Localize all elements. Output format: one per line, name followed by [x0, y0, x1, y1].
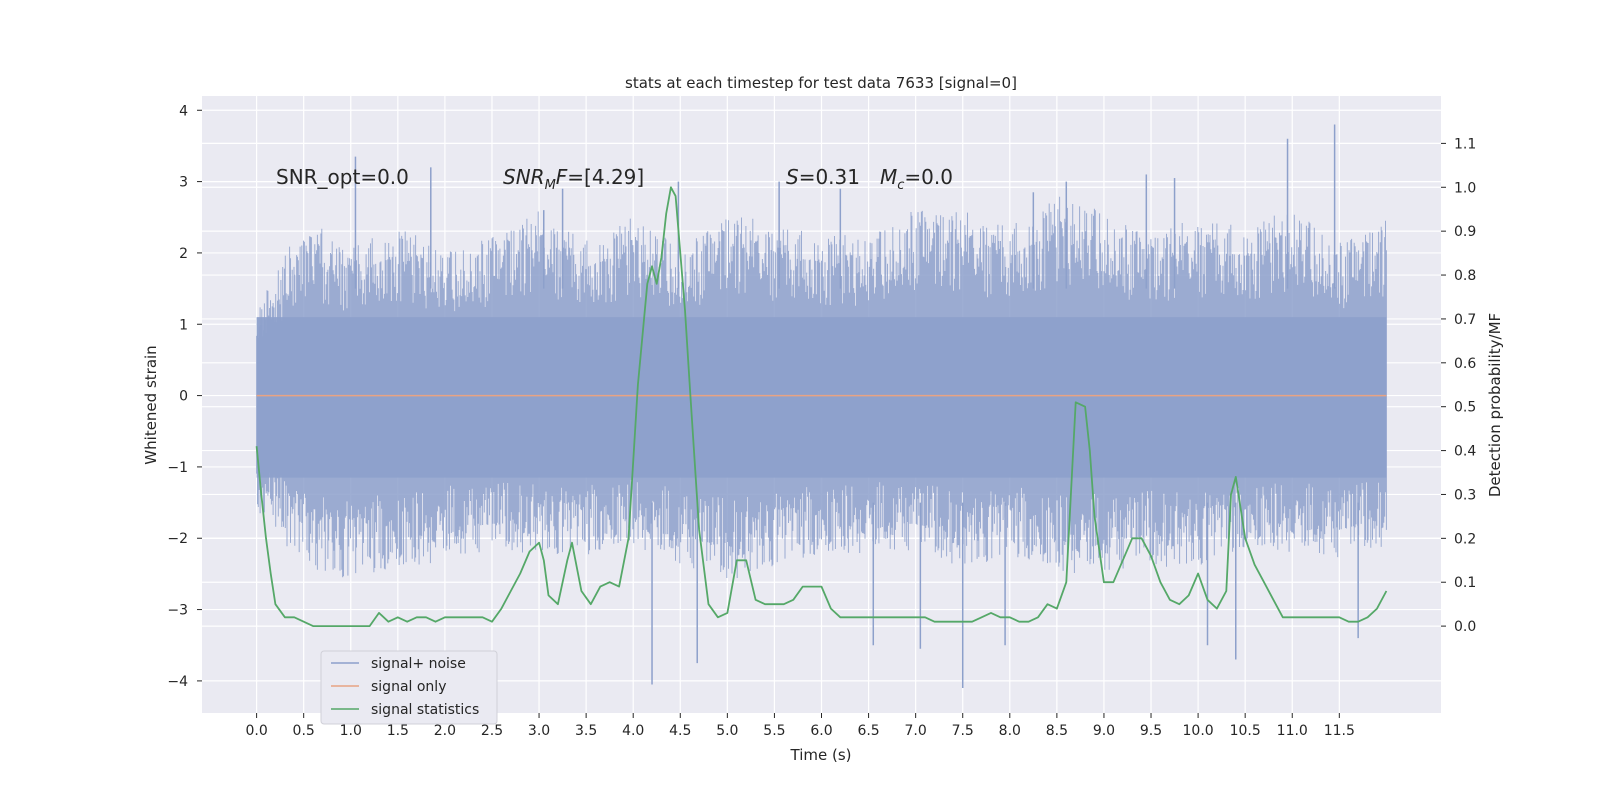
y-tick-label: 4: [179, 103, 188, 119]
y-tick-label: 1: [179, 317, 188, 333]
annotation-snr-mf: SNRMF=[4.29]: [503, 165, 644, 193]
right-y-axis-label: Detection probability/MF: [1486, 313, 1504, 497]
x-tick-label: 4.5: [669, 723, 691, 739]
x-tick-label: 9.5: [1140, 723, 1162, 739]
right-y-tick-label: 0.7: [1454, 312, 1476, 328]
y-tick-label: −4: [167, 674, 188, 690]
right-y-tick-label: 1.1: [1454, 136, 1476, 152]
right-y-tick-label: 0.2: [1454, 531, 1476, 547]
x-axis-ticks: 0.0 0.5 1.0 1.5 2.0 2.5 3.0 3.5 4.0 4.5 5.0 5.5 6.0 6…: [245, 713, 1355, 739]
x-tick-label: 5.0: [716, 723, 738, 739]
right-y-tick-label: 0.6: [1454, 356, 1476, 372]
y-tick-label: −3: [167, 603, 188, 619]
x-tick-label: 3.5: [575, 723, 597, 739]
y-axis-label: Whitened strain: [142, 345, 160, 464]
x-tick-label: 7.0: [905, 723, 927, 739]
right-y-tick-label: 0.9: [1454, 224, 1476, 240]
signal-statistics-line: [255, 186, 1388, 627]
x-tick-label: 2.5: [481, 723, 503, 739]
annotation-snr-opt: SNR_opt=0.0: [276, 165, 409, 189]
x-axis-label: Time (s): [790, 746, 852, 764]
legend-label-signal-statistics: signal statistics: [371, 702, 479, 718]
annotation-mc: Mc=0.0: [880, 165, 953, 193]
x-tick-label: 7.5: [952, 723, 974, 739]
y-tick-label: 0: [179, 389, 188, 405]
signal-statistics-series: [255, 186, 1388, 627]
right-y-axis-ticks: 1.1 1.0 0.9 0.8 0.7 0.6 0.5 0.4 0.3 0.2 0.1 0.0: [1441, 136, 1476, 635]
signal-noise-core: [256, 317, 1387, 478]
right-y-tick-label: 0.1: [1454, 575, 1476, 591]
right-y-tick-label: 0.0: [1454, 619, 1476, 635]
x-tick-label: 10.0: [1183, 723, 1214, 739]
signal-noise-series: [256, 124, 1387, 689]
x-tick-label: 4.0: [622, 723, 644, 739]
x-tick-label: 3.0: [528, 723, 550, 739]
x-tick-label: 10.5: [1230, 723, 1261, 739]
x-tick-label: 0.5: [293, 723, 315, 739]
x-tick-label: 8.0: [999, 723, 1021, 739]
x-tick-label: 1.0: [340, 723, 362, 739]
right-y-tick-label: 0.4: [1454, 444, 1476, 460]
legend: signal+ noise signal only signal statist…: [320, 650, 498, 725]
x-tick-label: 1.5: [387, 723, 409, 739]
annotation-s: S=0.31: [786, 165, 860, 189]
x-tick-label: 6.5: [857, 723, 879, 739]
x-tick-label: 0.0: [245, 723, 267, 739]
x-tick-label: 2.0: [434, 723, 456, 739]
y-axis-ticks: 4 3 2 1 0 −1 −2 −3 −4: [167, 103, 202, 690]
y-tick-label: −2: [167, 531, 188, 547]
right-y-tick-label: 0.8: [1454, 268, 1476, 284]
chart-title: stats at each timestep for test data 763…: [625, 74, 1017, 92]
right-y-tick-label: 0.3: [1454, 487, 1476, 503]
x-tick-label: 9.0: [1093, 723, 1115, 739]
right-y-tick-label: 1.0: [1454, 180, 1476, 196]
y-tick-label: −1: [167, 460, 188, 476]
y-tick-label: 3: [179, 175, 188, 191]
legend-label-signal-noise: signal+ noise: [371, 656, 466, 672]
right-y-tick-label: 0.5: [1454, 400, 1476, 416]
legend-label-signal-only: signal only: [371, 679, 446, 695]
x-tick-label: 11.0: [1277, 723, 1308, 739]
legend-box: [320, 650, 498, 725]
x-tick-label: 11.5: [1324, 723, 1355, 739]
y-tick-label: 2: [179, 246, 188, 262]
x-tick-label: 8.5: [1046, 723, 1068, 739]
x-tick-label: 5.5: [763, 723, 785, 739]
x-tick-label: 6.0: [810, 723, 832, 739]
